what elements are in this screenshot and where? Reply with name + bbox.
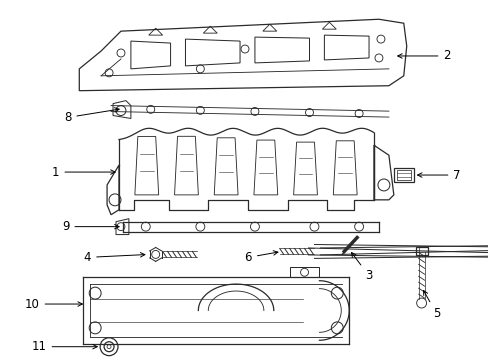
- Text: 3: 3: [351, 253, 373, 282]
- Text: 7: 7: [417, 168, 461, 181]
- Text: 10: 10: [24, 297, 82, 311]
- Text: 4: 4: [84, 251, 145, 264]
- Text: 8: 8: [64, 108, 119, 124]
- Text: 6: 6: [245, 251, 278, 264]
- Text: 9: 9: [62, 220, 119, 233]
- Text: 2: 2: [398, 49, 451, 63]
- Text: 1: 1: [52, 166, 115, 179]
- Text: 11: 11: [31, 340, 97, 353]
- Text: 5: 5: [423, 291, 440, 320]
